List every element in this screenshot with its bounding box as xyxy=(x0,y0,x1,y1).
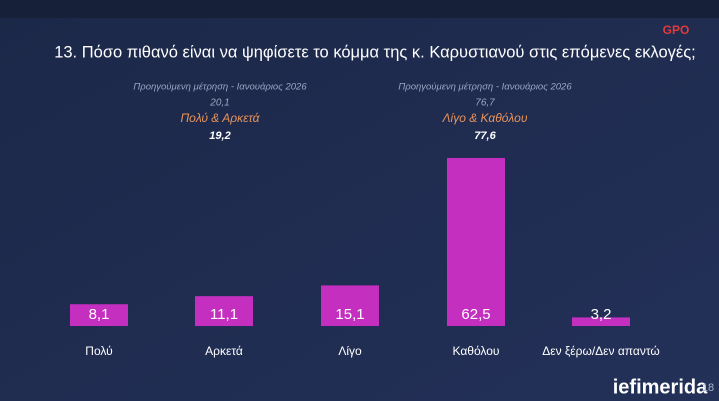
bar xyxy=(70,304,128,326)
source-logo: iefimerida xyxy=(613,376,708,398)
top-band xyxy=(0,0,719,18)
chart-title: 13. Πόσο πιθανό είναι να ψηφίσετε το κόμ… xyxy=(54,43,696,61)
bar xyxy=(321,285,379,326)
value-label: 62,5 xyxy=(461,306,490,323)
annotation-current: 19,2 xyxy=(209,130,230,142)
annotation-current: 77,6 xyxy=(474,130,496,142)
annotation-note: Προηγούμενη μέτρηση - Ιανουάριος 2026 xyxy=(133,82,307,93)
category-label: Αρκετά xyxy=(205,344,243,358)
annotation-group: Λίγο & Καθόλου xyxy=(442,111,528,125)
annotation-previous: 20,1 xyxy=(209,98,229,109)
category-label: Λίγο xyxy=(338,344,362,358)
annotation-previous: 76,7 xyxy=(475,98,495,109)
category-label: Δεν ξέρω/Δεν απαντώ xyxy=(542,344,660,358)
bar xyxy=(195,296,253,326)
bar xyxy=(572,317,630,326)
category-label: Καθόλου xyxy=(453,344,500,358)
annotation-note: Προηγούμενη μέτρηση - Ιανουάριος 2026 xyxy=(398,82,572,93)
page-number: 18 xyxy=(702,382,714,394)
annotation-group: Πολύ & Αρκετά xyxy=(180,111,260,125)
bar xyxy=(447,158,505,326)
category-label: Πολύ xyxy=(85,344,112,358)
value-label: 11,1 xyxy=(210,306,238,323)
value-label: 8,1 xyxy=(89,306,110,323)
logo: GPO xyxy=(663,23,690,37)
value-label: 3,2 xyxy=(591,306,612,323)
value-label: 15,1 xyxy=(335,306,364,323)
